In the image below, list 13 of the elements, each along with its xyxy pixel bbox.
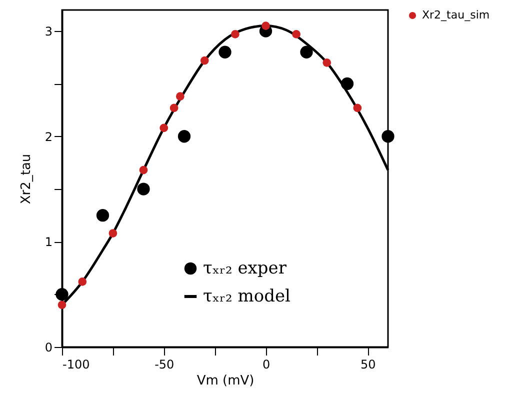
y-tick-label: 1	[44, 235, 52, 250]
legend-label: Xr2_tau_sim	[422, 8, 490, 22]
y-tick-label: 3	[44, 24, 52, 39]
y-axis-title: Xr2_tau	[18, 154, 34, 204]
x-tick-label: -50	[154, 358, 174, 372]
x-tick-label: 50	[360, 358, 376, 372]
legend-label: τₓᵣ₂ model	[203, 286, 290, 306]
x-tick-label: 0	[262, 358, 270, 372]
x-axis-title: Vm (mV)	[196, 374, 254, 388]
y-tick-label: 0	[44, 340, 52, 354]
x-tick-label: -100	[62, 358, 90, 372]
y-tick-label: 2	[44, 130, 52, 144]
legend-label: τₓᵣ₂ exper	[203, 258, 288, 278]
